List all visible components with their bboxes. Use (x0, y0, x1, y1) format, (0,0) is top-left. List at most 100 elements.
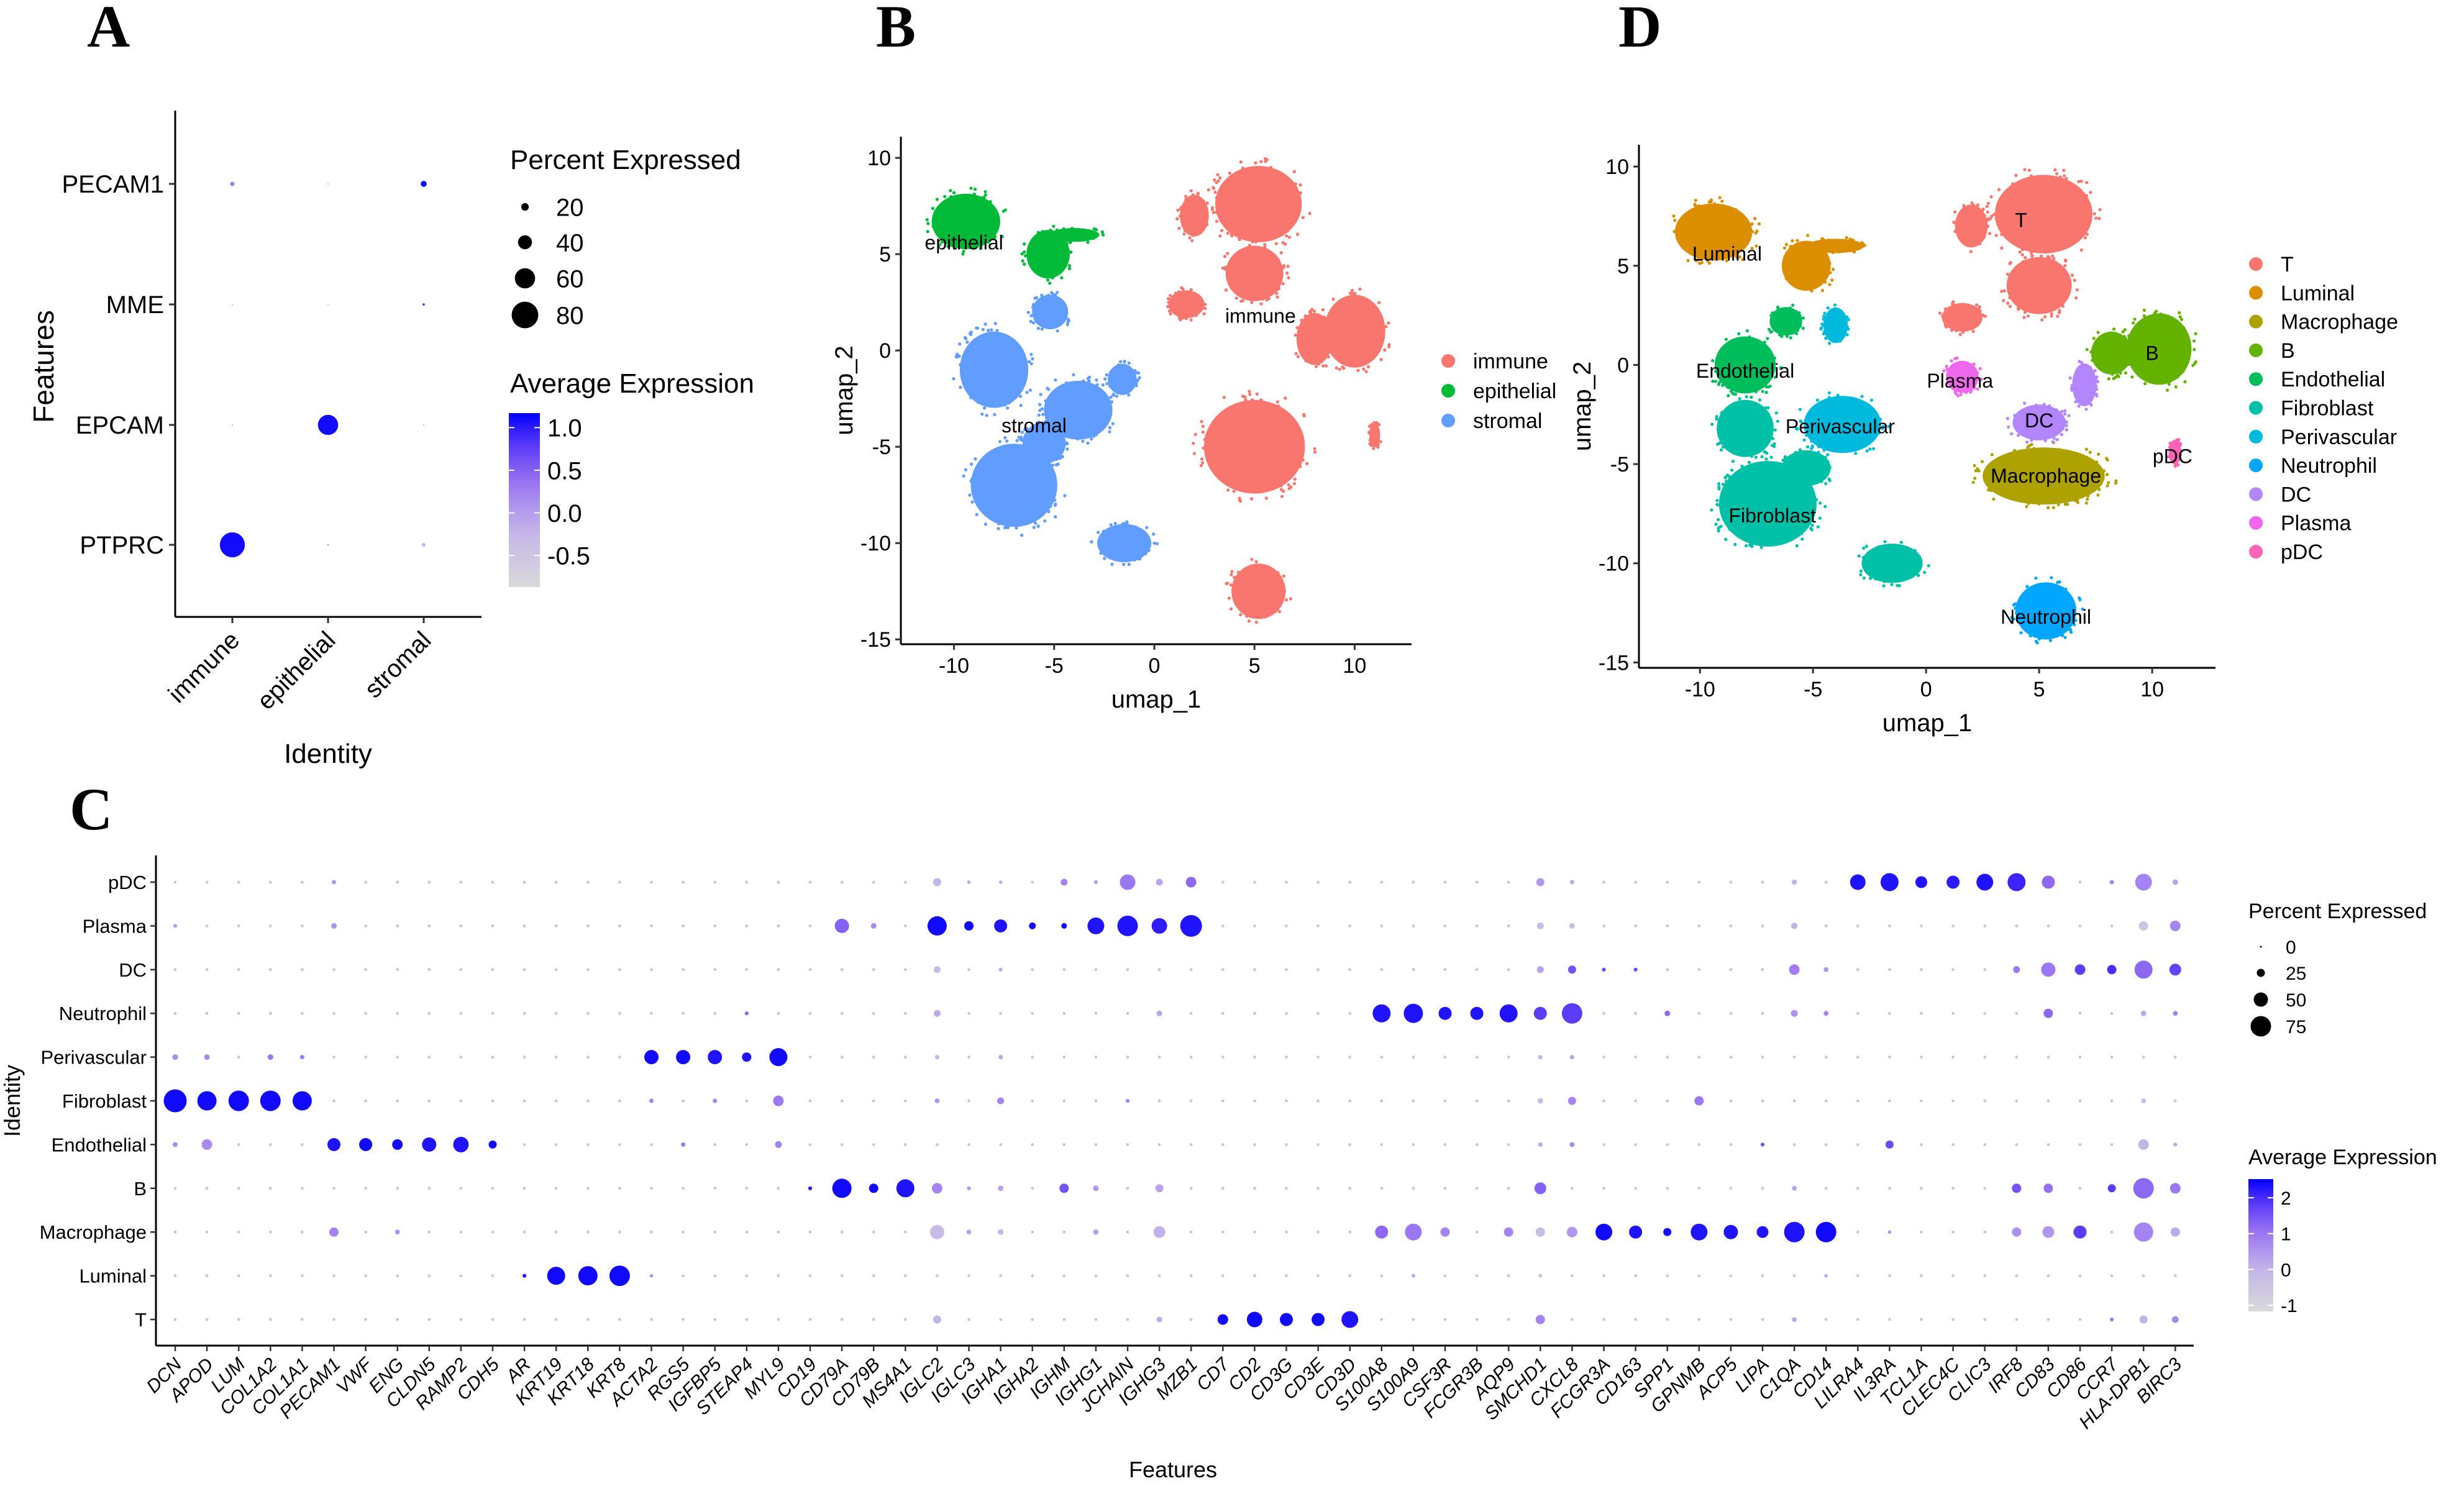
umap-point (1785, 335, 1789, 339)
umap-point (1715, 499, 1719, 503)
umap-point (2079, 248, 2083, 252)
umap-point (1065, 322, 1069, 327)
expression-dot (775, 1141, 782, 1148)
umap-point (2176, 322, 2180, 326)
expression-dot (1664, 1010, 1671, 1016)
umap-point (2073, 240, 2076, 244)
expression-dot (745, 1187, 749, 1190)
umap-point (2058, 175, 2062, 179)
umap-point (946, 244, 950, 248)
umap-point (2063, 418, 2066, 422)
expression-dot (1951, 1187, 1955, 1190)
umap-point (1196, 294, 1200, 298)
expression-dot (1666, 880, 1669, 884)
expression-dot (421, 181, 427, 187)
umap-point (1806, 287, 1810, 291)
expression-dot (1507, 1187, 1510, 1190)
size-legend-label: 75 (2286, 1017, 2306, 1037)
umap-point (1786, 538, 1790, 542)
expression-dot (872, 1230, 875, 1234)
umap-point (1054, 515, 1057, 519)
umap-point (1292, 170, 1296, 173)
umap-point (2085, 232, 2089, 236)
umap-point (1308, 310, 1312, 314)
umap-point (995, 516, 1000, 520)
umap-point (1810, 413, 1814, 416)
umap-point (975, 480, 979, 483)
umap-point (1822, 330, 1827, 334)
umap-point (1823, 455, 1827, 460)
umap-point (1151, 532, 1156, 536)
expression-dot (1634, 1274, 1637, 1277)
umap-point (1860, 394, 1864, 398)
expression-dot (904, 1055, 907, 1059)
expression-dot (2174, 1099, 2177, 1103)
umap-point (1836, 393, 1840, 398)
umap-point (1953, 390, 1957, 394)
expression-dot (649, 1274, 654, 1278)
expression-dot (1666, 1187, 1669, 1190)
umap-point (1874, 424, 1878, 427)
umap-point (1289, 597, 1293, 601)
umap-point (1789, 336, 1792, 340)
umap-point (2042, 403, 2046, 406)
expression-dot (1507, 1318, 1510, 1321)
expression-dot (1856, 1230, 1859, 1234)
expression-dot (2138, 921, 2148, 931)
umap-point (1138, 557, 1142, 561)
umap-point (1356, 296, 1359, 300)
umap-point (1034, 521, 1038, 525)
umap-point (2060, 498, 2064, 502)
cluster-blob-immune (1369, 423, 1380, 448)
umap-point (2020, 253, 2025, 257)
expression-dot (2074, 964, 2086, 975)
expression-dot (459, 1187, 463, 1190)
umap-point (1023, 262, 1026, 266)
umap-point (2091, 358, 2094, 362)
expression-dot (1475, 968, 1479, 972)
expression-dot (713, 1318, 716, 1321)
umap-point (1992, 497, 1996, 501)
umap-point (1215, 196, 1218, 200)
expression-dot (2078, 1274, 2082, 1277)
umap-point (1023, 456, 1027, 460)
umap-point (995, 329, 999, 332)
umap-point (2035, 437, 2038, 441)
umap-point (1282, 228, 1286, 232)
expression-dot (964, 921, 974, 931)
umap-point (2089, 350, 2093, 354)
expression-dot (359, 1137, 373, 1151)
umap-point (1021, 259, 1024, 263)
expression-dot (1031, 1187, 1034, 1190)
umap-point (1764, 406, 1768, 410)
expression-dot (1348, 1187, 1351, 1190)
expression-dot (1507, 1143, 1510, 1146)
y-tick-label: 5 (1617, 255, 1629, 278)
umap-point (1048, 229, 1052, 233)
expression-dot (808, 1274, 812, 1277)
umap-point (1972, 203, 1976, 207)
expression-dot (1534, 1182, 1546, 1195)
umap-point (1046, 278, 1050, 282)
expression-dot (2046, 1318, 2050, 1321)
umap-point (1241, 166, 1245, 170)
expression-dot (1348, 1274, 1351, 1277)
umap-point (1698, 262, 1702, 265)
expression-dot (618, 968, 621, 972)
expression-dot (2110, 1099, 2114, 1103)
expression-dot (1729, 968, 1733, 972)
umap-point (1995, 217, 1999, 221)
expression-dot (1920, 924, 1923, 928)
umap-point (1913, 549, 1917, 552)
expression-dot (1221, 1099, 1225, 1103)
expression-dot (301, 880, 304, 884)
umap-point (2167, 382, 2171, 386)
umap-point (2055, 245, 2058, 248)
umap-point (1279, 488, 1283, 491)
umap-point (1762, 465, 1766, 468)
umap-point (1871, 447, 1876, 450)
umap-point (1827, 336, 1831, 340)
expression-dot (713, 1274, 716, 1277)
expression-dot (237, 880, 240, 884)
umap-point (983, 190, 987, 194)
